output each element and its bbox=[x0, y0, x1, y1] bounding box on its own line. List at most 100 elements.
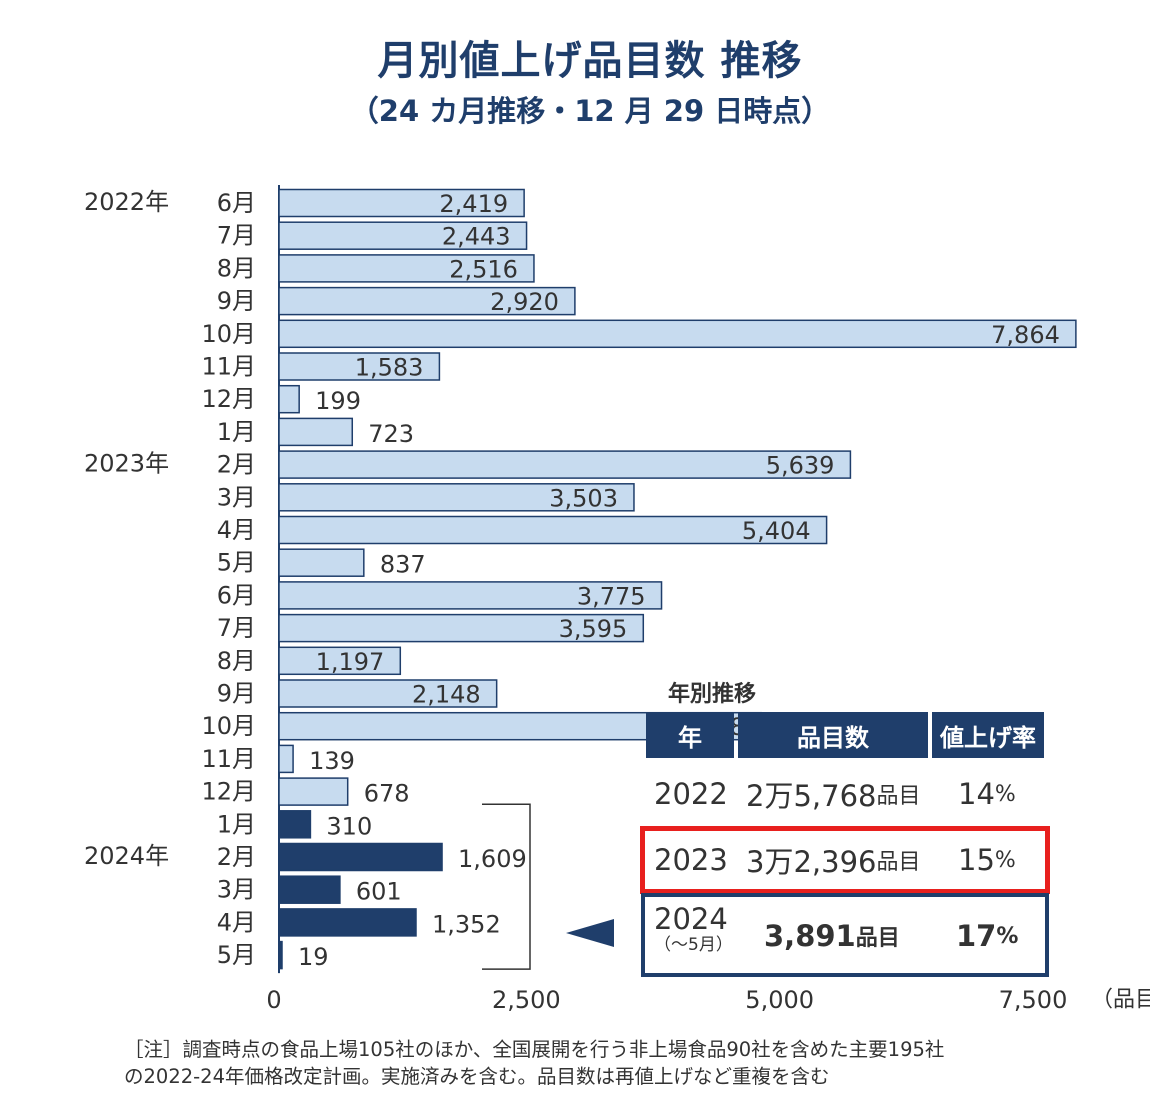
bar-value-label: 678 bbox=[364, 780, 410, 808]
year-label: 2023年 bbox=[84, 450, 169, 478]
bar-value-label: 2,920 bbox=[490, 288, 559, 316]
summary-row-2024-count: 3,891 品目 bbox=[764, 912, 900, 960]
bar bbox=[278, 744, 294, 774]
summary-row-2023-rate: 15% bbox=[958, 838, 1016, 882]
bar-value-label: 3,595 bbox=[559, 615, 628, 643]
x-tick-label: 5,000 bbox=[745, 986, 814, 1014]
bar bbox=[278, 940, 283, 970]
month-label: 11月 bbox=[201, 745, 256, 773]
bar bbox=[278, 581, 663, 610]
year-label: 2024年 bbox=[84, 842, 169, 870]
bar bbox=[278, 908, 417, 937]
month-label: 12月 bbox=[201, 778, 256, 806]
bar-value-label: 5,639 bbox=[766, 452, 835, 480]
bar-value-label: 3,775 bbox=[577, 582, 646, 610]
bar-chart: 6月 2,419 7月 2,443 8月 2,516 9月 2,920 10月 7,864 11月 1… bbox=[84, 185, 1150, 1014]
bar bbox=[278, 679, 498, 708]
month-label: 11月 bbox=[201, 353, 256, 381]
summary-count-unit: 品目 bbox=[876, 850, 921, 875]
summary-header-count: 品目数 bbox=[738, 712, 928, 758]
bar-value-label: 199 bbox=[315, 387, 361, 415]
bar bbox=[278, 548, 365, 577]
month-label: 1月 bbox=[217, 810, 256, 838]
bar bbox=[278, 352, 441, 381]
summary-count-value: 2万5,768 bbox=[746, 779, 877, 813]
month-label: 9月 bbox=[217, 287, 256, 315]
current-box-2024 bbox=[641, 893, 1049, 977]
bracket-2024 bbox=[482, 803, 531, 970]
month-label: 5月 bbox=[217, 549, 256, 577]
bar-value-label: 1,583 bbox=[355, 354, 424, 382]
bar bbox=[278, 286, 576, 316]
bar bbox=[278, 646, 402, 676]
summary-rate-percent: % bbox=[994, 781, 1016, 807]
x-tick-label: 7,500 bbox=[999, 986, 1068, 1014]
summary-count-value: 3,891 bbox=[764, 919, 856, 953]
bar bbox=[278, 483, 635, 512]
bar bbox=[278, 842, 443, 872]
bar bbox=[278, 515, 828, 545]
bar bbox=[278, 875, 341, 904]
summary-rate-value: 15 bbox=[958, 843, 995, 877]
bar bbox=[278, 319, 1077, 349]
bar-value-label: 5,404 bbox=[742, 517, 811, 545]
month-label: 9月 bbox=[217, 680, 256, 708]
month-label: 7月 bbox=[217, 222, 256, 250]
footnote-line-2: の2022-24年価格改定計画。実施済みを含む。品目数は再値上げなど重複を含む bbox=[124, 1065, 830, 1088]
summary-count-unit: 品目 bbox=[855, 926, 900, 951]
summary-row-2022-year: 2022 bbox=[654, 777, 728, 811]
month-label: 8月 bbox=[217, 254, 256, 282]
summary-row-2024-year: 2024 （～5月） bbox=[654, 905, 733, 958]
summary-count-value: 3万2,396 bbox=[746, 845, 877, 879]
month-label: 4月 bbox=[217, 908, 256, 936]
bar-value-label: 3,503 bbox=[549, 484, 618, 512]
month-label: 4月 bbox=[217, 516, 256, 544]
summary-row-2022-count: 2万5,768 品目 bbox=[746, 774, 921, 814]
bar bbox=[278, 417, 354, 447]
footnote-line-1: 調査時点の食品上場105社のほか、全国展開を行う非上場食品90社を含めた主要19… bbox=[182, 1038, 945, 1061]
bar-value-label: 7,864 bbox=[991, 321, 1060, 349]
summary-year-note: （～5月） bbox=[654, 935, 733, 955]
bar-value-label: 2,443 bbox=[442, 223, 511, 251]
x-unit-label: （品目） bbox=[1091, 988, 1150, 1013]
month-label: 2月 bbox=[217, 451, 256, 479]
bar-value-label: 837 bbox=[380, 551, 426, 579]
summary-header-year: 年 bbox=[646, 712, 734, 758]
highlight-box-2023 bbox=[640, 826, 1050, 894]
bar-value-label: 2,148 bbox=[412, 681, 481, 709]
bar bbox=[278, 254, 535, 283]
month-label: 10月 bbox=[201, 320, 256, 348]
bar-value-label: 1,197 bbox=[316, 648, 385, 676]
bar-value-label: 310 bbox=[326, 812, 372, 840]
bar-value-label: 1,352 bbox=[432, 910, 501, 938]
bar-value-label: 601 bbox=[356, 878, 402, 906]
month-label: 8月 bbox=[217, 647, 256, 675]
bar bbox=[278, 810, 312, 839]
chart-subtitle: （24 カ月推移・12 月 29 日時点） bbox=[349, 94, 831, 128]
bar bbox=[278, 188, 525, 218]
x-tick-label: 2,500 bbox=[492, 986, 561, 1014]
bar bbox=[278, 613, 645, 643]
bar-value-label: 1,609 bbox=[458, 845, 527, 873]
bar-value-label: 139 bbox=[309, 747, 355, 775]
bar-value-label: 2,419 bbox=[439, 190, 508, 218]
month-label: 6月 bbox=[217, 581, 256, 609]
bar bbox=[278, 384, 300, 414]
footnote-label: ［注］ bbox=[124, 1038, 183, 1061]
summary-row-2023-count: 3万2,396 品目 bbox=[746, 838, 921, 882]
summary-count-unit: 品目 bbox=[876, 784, 921, 809]
month-label: 5月 bbox=[217, 941, 256, 969]
bar bbox=[278, 221, 528, 250]
summary-row-2023-year: 2023 bbox=[654, 843, 728, 877]
bar bbox=[278, 777, 349, 806]
bar bbox=[278, 450, 852, 479]
summary-rate-value: 14 bbox=[958, 777, 995, 811]
year-label: 2022年 bbox=[84, 188, 169, 216]
month-label: 1月 bbox=[217, 418, 256, 446]
month-label: 6月 bbox=[217, 189, 256, 217]
bar-value-label: 2,516 bbox=[449, 255, 518, 283]
month-label: 2月 bbox=[217, 843, 256, 871]
summary-rate-percent: % bbox=[996, 923, 1019, 949]
month-label: 10月 bbox=[201, 712, 256, 740]
bar-value-label: 723 bbox=[368, 420, 414, 448]
